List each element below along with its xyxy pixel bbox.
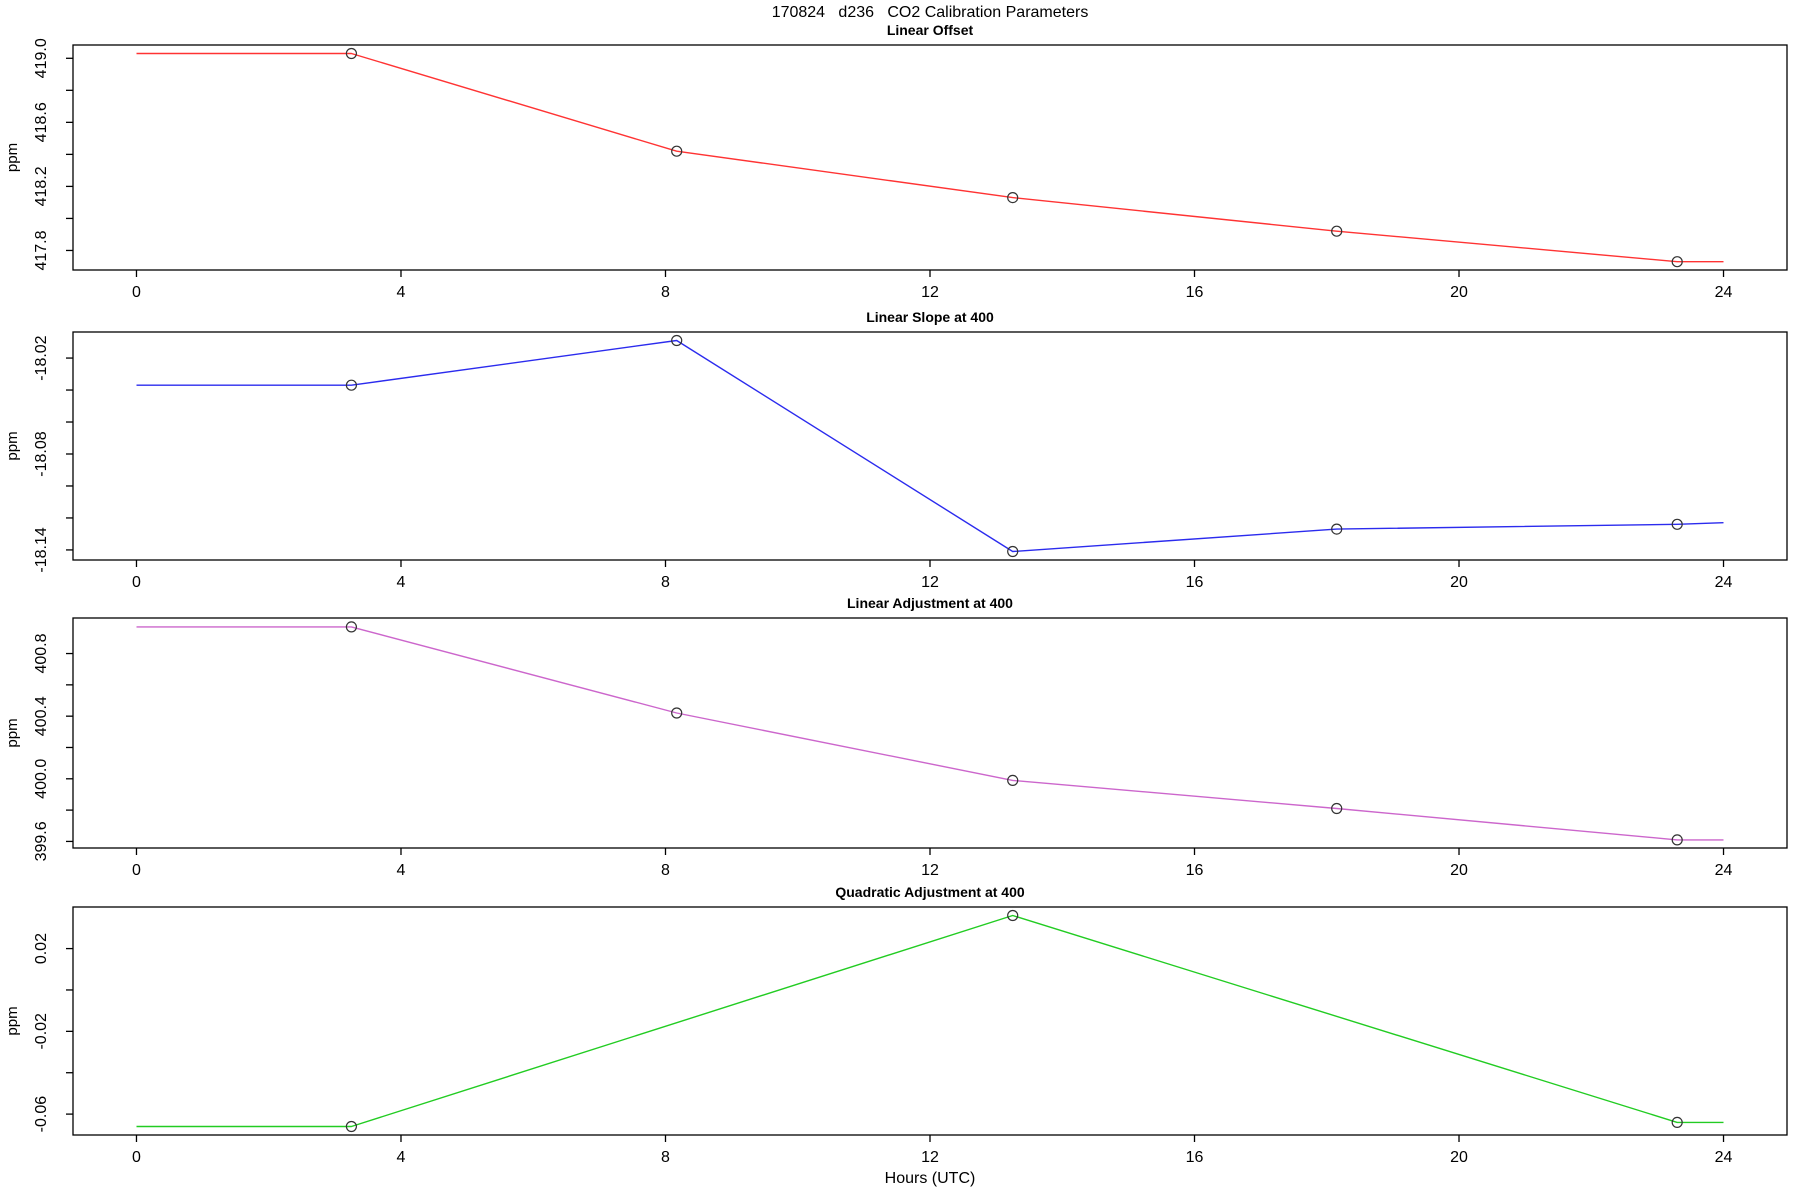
x-tick-label: 4 (397, 862, 406, 879)
y-tick-label: 417.8 (33, 230, 50, 270)
x-tick-label: 0 (132, 862, 141, 879)
panel-title: Linear Slope at 400 (866, 309, 994, 325)
x-tick-label: 16 (1186, 1149, 1204, 1166)
data-point (1671, 1116, 1683, 1129)
panel-linear-offset: Linear Offset 419.0 418.6 418.2 417.8 ppm 0 4 8 1… (4, 22, 1788, 301)
data-point (1007, 774, 1019, 787)
data-point (345, 379, 357, 391)
panel-quadratic-adjustment-at-400: Quadratic Adjustment at 400 0.02 -0.02 -0.0… (4, 884, 1788, 1166)
x-tick-label: 24 (1715, 862, 1733, 879)
x-tick-label: 20 (1450, 1149, 1468, 1166)
data-point (345, 47, 357, 60)
x-tick-label: 8 (661, 862, 670, 879)
x-tick-label: 12 (921, 574, 939, 591)
data-point (1671, 518, 1683, 530)
data-point (1331, 523, 1343, 535)
series-line (136, 914, 1724, 1128)
y-tick-label: -0.06 (33, 1096, 50, 1133)
x-tick-label: 8 (661, 1149, 670, 1166)
x-axis-label: Hours (UTC) (884, 1170, 976, 1187)
data-point (671, 707, 683, 719)
series-line (136, 626, 1724, 841)
x-tick-label: 20 (1450, 574, 1468, 591)
data-point (345, 621, 357, 633)
data-point (1007, 192, 1019, 204)
plot-box (72, 44, 1788, 271)
x-tick-label: 0 (132, 574, 141, 591)
x-tick-label: 24 (1715, 284, 1733, 301)
x-tick-label: 16 (1186, 862, 1204, 879)
x-tick-label: 12 (921, 1149, 939, 1166)
x-tick-label: 8 (661, 284, 670, 301)
x-tick-label: 0 (132, 1149, 141, 1166)
x-tick-label: 4 (397, 284, 406, 301)
panel-title: Linear Adjustment at 400 (847, 595, 1013, 611)
y-tick-label: 0.02 (33, 933, 50, 964)
y-tick-label: -0.02 (33, 1013, 50, 1050)
y-tick-label: -18.08 (33, 431, 50, 476)
y-axis-label: ppm (4, 718, 21, 747)
y-tick-label: -18.02 (33, 335, 50, 380)
data-point (1331, 802, 1343, 815)
data-point (671, 334, 683, 347)
x-tick-label: 0 (132, 284, 141, 301)
data-point (1331, 225, 1343, 237)
x-tick-label: 4 (397, 574, 406, 591)
x-tick-label: 12 (921, 284, 939, 301)
data-point (1671, 256, 1683, 268)
panel-linear-slope-at-400: Linear Slope at 400 -18.02 -18.08 -18.14 ppm… (4, 309, 1788, 591)
data-point (671, 145, 683, 157)
data-point (1007, 545, 1019, 558)
x-tick-label: 12 (921, 862, 939, 879)
series-line (136, 339, 1724, 553)
x-tick-label: 20 (1450, 284, 1468, 301)
y-tick-label: 400.8 (33, 633, 50, 673)
series-line (136, 52, 1724, 263)
x-tick-label: 20 (1450, 862, 1468, 879)
y-tick-label: 418.2 (33, 166, 50, 206)
x-tick-label: 8 (661, 574, 670, 591)
x-tick-label: 16 (1186, 284, 1204, 301)
y-tick-label: 418.6 (33, 102, 50, 142)
x-tick-label: 16 (1186, 574, 1204, 591)
plot-box (72, 617, 1788, 849)
y-tick-label: -18.14 (33, 527, 50, 572)
data-point (345, 1120, 357, 1133)
y-tick-label: 419.0 (33, 38, 50, 78)
y-axis-label: ppm (4, 1006, 21, 1035)
figure-title: 170824 d236 CO2 Calibration Parameters (771, 4, 1089, 21)
y-axis-label: ppm (4, 431, 21, 460)
data-point (1671, 834, 1683, 846)
panel-title: Quadratic Adjustment at 400 (835, 884, 1025, 900)
y-tick-label: 400.0 (33, 759, 50, 799)
panel-title: Linear Offset (887, 22, 974, 38)
panel-linear-adjustment-at-400: Linear Adjustment at 400 400.8 400.4 400.0 3… (4, 595, 1788, 879)
x-tick-label: 4 (397, 1149, 406, 1166)
y-axis-label: ppm (4, 143, 21, 172)
y-tick-label: 400.4 (33, 696, 50, 736)
x-tick-label: 24 (1715, 574, 1733, 591)
data-point (1007, 909, 1019, 922)
y-tick-label: 399.6 (33, 821, 50, 861)
x-tick-label: 24 (1715, 1149, 1733, 1166)
